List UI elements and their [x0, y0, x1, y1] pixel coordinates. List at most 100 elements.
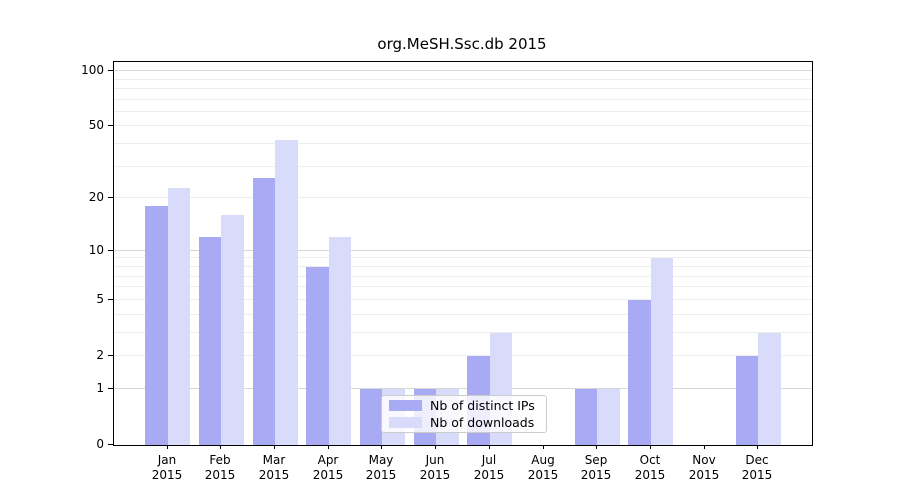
- minor-gridline: [114, 197, 812, 198]
- x-tick-mark: [596, 445, 597, 449]
- y-tick-label: 2: [96, 348, 104, 362]
- x-tick-month: May: [368, 453, 394, 467]
- y-tick-mark: [108, 444, 113, 445]
- x-tick-month: Jun: [425, 453, 445, 467]
- x-tick-label: Jun 2015: [405, 453, 465, 483]
- bar-downloads-mar: [275, 140, 298, 445]
- x-tick-label: Oct 2015: [620, 453, 680, 483]
- bar-distinct-ips-jan: [145, 206, 168, 445]
- x-tick-mark: [543, 445, 544, 449]
- x-tick-mark: [489, 445, 490, 449]
- y-tick-label: 20: [88, 190, 104, 204]
- legend-label-distinct-ips: Nb of distinct IPs: [430, 397, 535, 413]
- legend-swatch-distinct-ips: [389, 400, 422, 411]
- y-tick-label: 100: [81, 63, 104, 77]
- x-tick-month: Jul: [481, 453, 497, 467]
- bar-distinct-ips-may: [359, 389, 383, 445]
- y-tick-mark: [108, 250, 113, 251]
- x-tick-month: Apr: [317, 453, 339, 467]
- bar-distinct-ips-feb: [198, 237, 222, 445]
- x-tick-label: Jul 2015: [459, 453, 519, 483]
- minor-gridline: [114, 125, 812, 126]
- x-tick-label: Mar 2015: [244, 453, 304, 483]
- minor-gridline: [114, 79, 812, 80]
- minor-gridline: [114, 166, 812, 167]
- x-tick-month: Dec: [745, 453, 769, 467]
- x-tick-mark: [167, 445, 168, 449]
- y-tick-mark: [108, 125, 113, 126]
- minor-gridline: [114, 299, 812, 300]
- major-gridline: [114, 250, 812, 251]
- y-tick-mark: [108, 197, 113, 198]
- x-tick-month: Sep: [584, 453, 608, 467]
- plot-area: [113, 61, 813, 446]
- chart-title: org.MeSH.Ssc.db 2015: [377, 35, 547, 53]
- minor-gridline: [114, 314, 812, 315]
- x-tick-label: Jan 2015: [137, 453, 197, 483]
- x-tick-mark: [757, 445, 758, 449]
- y-axis: 0 1 2 5 10 20 50 100: [0, 61, 113, 451]
- x-tick-year: 2015: [688, 468, 720, 482]
- y-tick-label: 50: [88, 118, 104, 132]
- y-tick-label: 10: [88, 243, 104, 257]
- legend-item-distinct-ips: Nb of distinct IPs: [389, 397, 539, 413]
- x-tick-year: 2015: [204, 468, 236, 482]
- x-tick-month: Aug: [531, 453, 555, 467]
- x-tick-label: May 2015: [351, 453, 411, 483]
- x-tick-label: Sep 2015: [566, 453, 626, 483]
- x-tick-year: 2015: [419, 468, 451, 482]
- x-tick-label: Dec 2015: [727, 453, 787, 483]
- bar-distinct-ips-mar: [252, 178, 276, 445]
- x-tick-label: Aug 2015: [513, 453, 573, 483]
- x-tick-year: 2015: [151, 468, 183, 482]
- bar-downloads-jan: [167, 188, 191, 445]
- x-tick-label: Nov 2015: [674, 453, 734, 483]
- bar-downloads-apr: [328, 237, 352, 445]
- x-tick-mark: [220, 445, 221, 449]
- major-gridline: [114, 388, 812, 389]
- bar-downloads-sep: [597, 389, 620, 445]
- x-tick-month: Nov: [692, 453, 716, 467]
- minor-gridline: [114, 355, 812, 356]
- minor-gridline: [114, 111, 812, 112]
- x-tick-year: 2015: [312, 468, 344, 482]
- bar-distinct-ips-apr: [306, 267, 329, 445]
- minor-gridline: [114, 257, 812, 258]
- bar-downloads-oct: [650, 258, 674, 445]
- x-tick-mark: [435, 445, 436, 449]
- x-tick-mark: [328, 445, 329, 449]
- x-tick-mark: [704, 445, 705, 449]
- bar-downloads-feb: [221, 215, 244, 445]
- x-tick-year: 2015: [527, 468, 559, 482]
- bar-distinct-ips-oct: [628, 300, 651, 445]
- x-tick-year: 2015: [741, 468, 773, 482]
- x-tick-month: Oct: [639, 453, 661, 467]
- minor-gridline: [114, 286, 812, 287]
- minor-gridline: [114, 88, 812, 89]
- x-tick-year: 2015: [580, 468, 612, 482]
- x-tick-mark: [381, 445, 382, 449]
- legend-item-downloads: Nb of downloads: [389, 415, 539, 430]
- legend: Nb of distinct IPs Nb of downloads: [381, 395, 547, 433]
- x-tick-year: 2015: [634, 468, 666, 482]
- minor-gridline: [114, 99, 812, 100]
- major-gridline: [114, 70, 812, 71]
- y-tick-label: 1: [96, 381, 104, 395]
- minor-gridline: [114, 276, 812, 277]
- x-tick-mark: [650, 445, 651, 449]
- y-tick-mark: [108, 355, 113, 356]
- x-tick-year: 2015: [365, 468, 397, 482]
- y-tick-label: 5: [96, 292, 104, 306]
- legend-swatch-downloads: [389, 417, 422, 428]
- minor-gridline: [114, 332, 812, 333]
- x-axis: Jan 2015 Feb 2015 Mar 2015 Apr 2015 May 2015 Jun 20…: [113, 445, 811, 495]
- y-tick-mark: [108, 299, 113, 300]
- x-tick-month: Mar: [262, 453, 286, 467]
- y-tick-label: 0: [96, 437, 104, 451]
- x-tick-mark: [274, 445, 275, 449]
- x-tick-year: 2015: [473, 468, 505, 482]
- x-tick-month: Jan: [157, 453, 177, 467]
- minor-gridline: [114, 143, 812, 144]
- bar-downloads-dec: [758, 333, 781, 445]
